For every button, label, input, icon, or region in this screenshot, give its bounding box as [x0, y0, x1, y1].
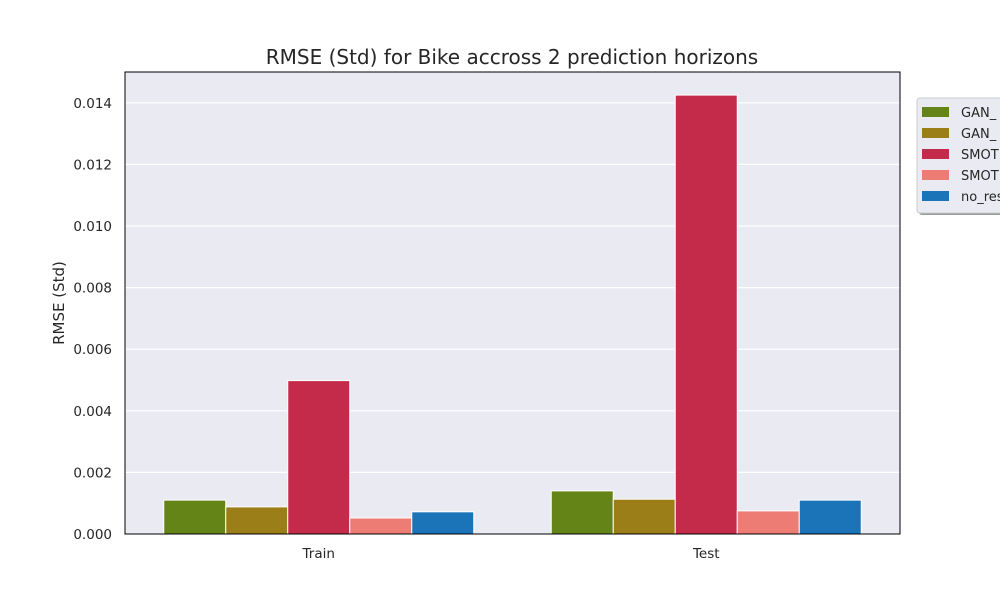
- legend-swatch: [922, 191, 949, 201]
- y-tick-label: 0.002: [73, 465, 112, 481]
- y-tick-label: 0.012: [73, 157, 112, 173]
- y-tick-label: 0.000: [73, 527, 112, 543]
- bar: [411, 511, 475, 535]
- x-axis-ticks: Train Test: [302, 546, 720, 562]
- y-tick-label: 0.010: [73, 219, 112, 235]
- legend-swatch: [922, 128, 949, 138]
- legend-label: GAN_: [961, 127, 997, 142]
- y-tick-label: 0.008: [73, 281, 112, 297]
- bar: [798, 499, 862, 535]
- y-tick-label: 0.014: [73, 96, 112, 112]
- bar: [225, 506, 289, 535]
- bar: [287, 380, 351, 535]
- y-axis-ticks: 0.000 0.002 0.004 0.006 0.008 0.010 0.012 0.014: [73, 96, 112, 543]
- x-tick-label: Test: [692, 546, 720, 562]
- bar: [550, 490, 614, 535]
- legend-swatch: [922, 149, 949, 159]
- bar: [674, 94, 738, 535]
- grid-lines: [125, 102, 900, 473]
- bar: [163, 499, 227, 535]
- legend-swatch: [922, 170, 949, 180]
- legend-label: no_res: [961, 190, 1000, 205]
- legend-label: SMOT: [961, 148, 999, 163]
- legend: GAN_ GAN_ SMOT SMOT no_res: [916, 97, 1000, 215]
- bar: [612, 498, 676, 535]
- y-tick-label: 0.006: [73, 342, 112, 358]
- y-tick-label: 0.004: [73, 404, 112, 420]
- plot-background: [125, 72, 900, 534]
- legend-label: SMOT: [961, 169, 999, 184]
- legend-swatch: [922, 107, 949, 117]
- bar: [349, 517, 413, 535]
- chart-title: RMSE (Std) for Bike accross 2 prediction…: [266, 45, 758, 69]
- x-tick-label: Train: [302, 546, 335, 562]
- plot-frame: [124, 71, 901, 535]
- y-axis-label: RMSE (Std): [50, 261, 68, 345]
- legend-box: [916, 97, 1000, 214]
- legend-label: GAN_: [961, 106, 997, 121]
- bar: [736, 510, 800, 535]
